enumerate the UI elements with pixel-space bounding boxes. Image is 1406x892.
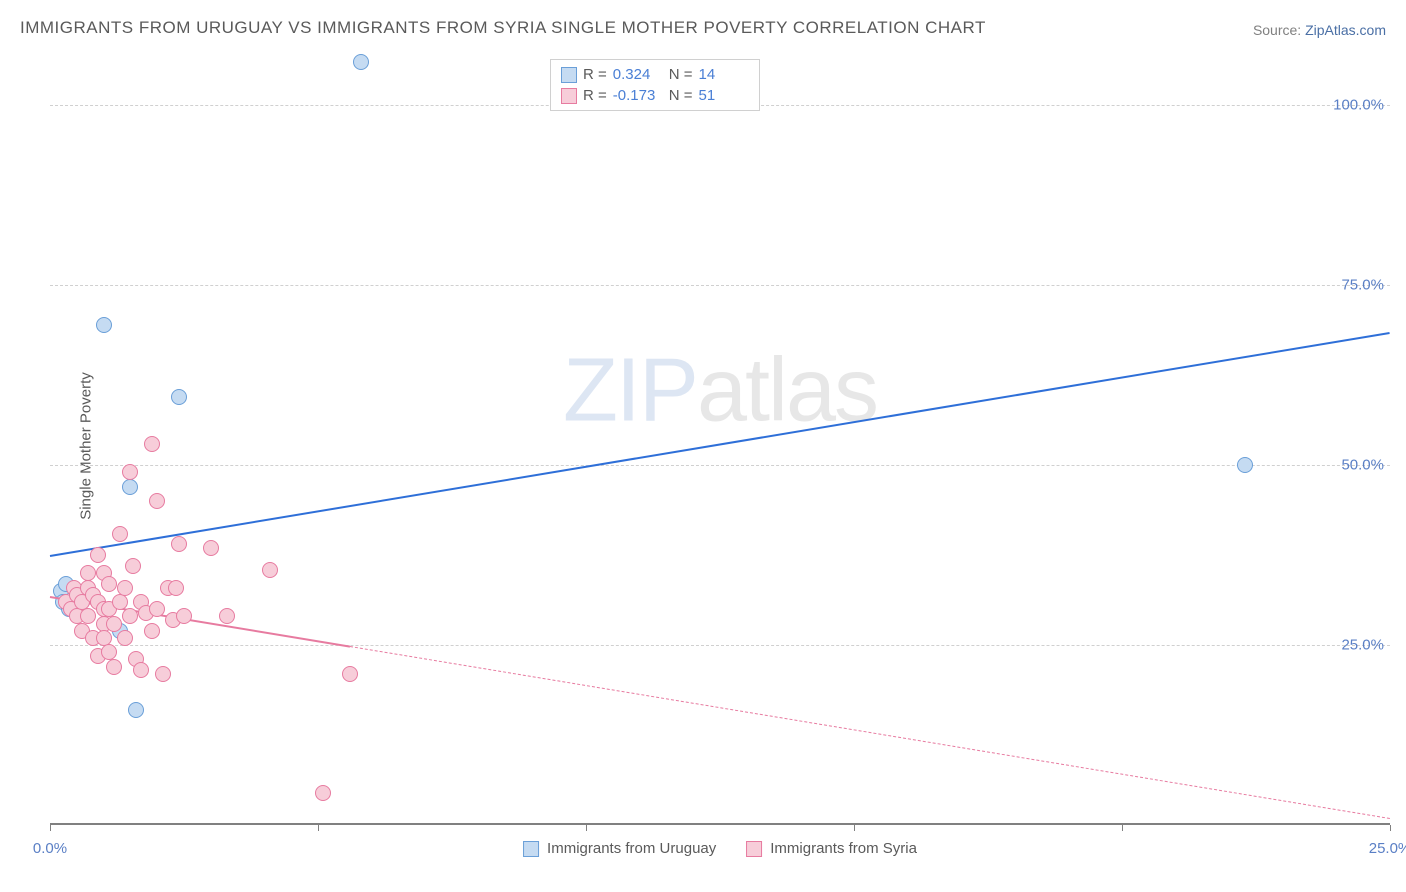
scatter-point [112, 526, 128, 542]
scatter-point [117, 580, 133, 596]
scatter-point [122, 479, 138, 495]
y-tick-label: 100.0% [1333, 97, 1384, 114]
x-tick-mark [318, 825, 319, 831]
scatter-point [144, 436, 160, 452]
scatter-point [133, 662, 149, 678]
legend-r-value: 0.324 [613, 66, 663, 83]
legend-n-label: N = [669, 66, 693, 83]
grid-line [50, 645, 1390, 646]
x-tick-mark [1390, 825, 1391, 831]
scatter-point [219, 608, 235, 624]
scatter-point [101, 576, 117, 592]
scatter-point [149, 601, 165, 617]
legend-r-value: -0.173 [613, 87, 663, 104]
legend-series-item: Immigrants from Uruguay [523, 840, 716, 857]
grid-line [50, 285, 1390, 286]
scatter-point [149, 493, 165, 509]
legend-swatch [561, 88, 577, 104]
scatter-point [106, 616, 122, 632]
chart-title: IMMIGRANTS FROM URUGUAY VS IMMIGRANTS FR… [20, 18, 986, 38]
x-tick-mark [50, 825, 51, 831]
scatter-point [96, 317, 112, 333]
legend-r-label: R = [583, 87, 607, 104]
legend-n-value: 14 [699, 66, 749, 83]
legend-swatch [523, 841, 539, 857]
scatter-point [203, 540, 219, 556]
plot-area: ZIPatlas Immigrants from UruguayImmigran… [50, 55, 1390, 855]
scatter-point [1237, 457, 1253, 473]
scatter-point [168, 580, 184, 596]
legend-n-label: N = [669, 87, 693, 104]
scatter-point [315, 785, 331, 801]
legend-n-value: 51 [699, 87, 749, 104]
watermark-atlas: atlas [697, 341, 877, 441]
scatter-point [117, 630, 133, 646]
legend-swatch [746, 841, 762, 857]
source-label: Source: [1253, 22, 1305, 38]
legend-r-label: R = [583, 66, 607, 83]
scatter-point [80, 608, 96, 624]
y-tick-label: 25.0% [1341, 637, 1384, 654]
scatter-point [171, 389, 187, 405]
scatter-point [80, 565, 96, 581]
scatter-point [155, 666, 171, 682]
legend-series-label: Immigrants from Uruguay [547, 840, 716, 857]
trend-line [350, 646, 1390, 819]
legend-series-label: Immigrants from Syria [770, 840, 917, 857]
source-attribution: Source: ZipAtlas.com [1253, 22, 1386, 38]
scatter-point [90, 547, 106, 563]
scatter-point [112, 594, 128, 610]
y-tick-label: 50.0% [1341, 457, 1384, 474]
scatter-point [176, 608, 192, 624]
source-link[interactable]: ZipAtlas.com [1305, 22, 1386, 38]
x-tick-mark [1122, 825, 1123, 831]
trend-line [50, 332, 1390, 557]
legend-correlation-row: R = -0.173 N = 51 [561, 85, 749, 106]
x-tick-label: 25.0% [1369, 840, 1406, 857]
x-axis-line [50, 823, 1390, 825]
legend-bottom: Immigrants from Uruguay Immigrants from S… [517, 840, 923, 857]
legend-series-item: Immigrants from Syria [746, 840, 917, 857]
scatter-point [262, 562, 278, 578]
watermark-zip: ZIP [563, 341, 697, 441]
scatter-point [122, 464, 138, 480]
scatter-point [353, 54, 369, 70]
grid-line [50, 465, 1390, 466]
chart-container: IMMIGRANTS FROM URUGUAY VS IMMIGRANTS FR… [0, 0, 1406, 892]
scatter-point [106, 659, 122, 675]
x-tick-mark [854, 825, 855, 831]
scatter-point [144, 623, 160, 639]
legend-correlation-box: R = 0.324 N = 14 R = -0.173 N = 51 [550, 59, 760, 111]
x-tick-label: 0.0% [33, 840, 67, 857]
scatter-point [125, 558, 141, 574]
y-tick-label: 75.0% [1341, 277, 1384, 294]
legend-correlation-row: R = 0.324 N = 14 [561, 64, 749, 85]
scatter-point [128, 702, 144, 718]
legend-swatch [561, 67, 577, 83]
scatter-point [342, 666, 358, 682]
scatter-point [122, 608, 138, 624]
x-tick-mark [586, 825, 587, 831]
scatter-point [171, 536, 187, 552]
